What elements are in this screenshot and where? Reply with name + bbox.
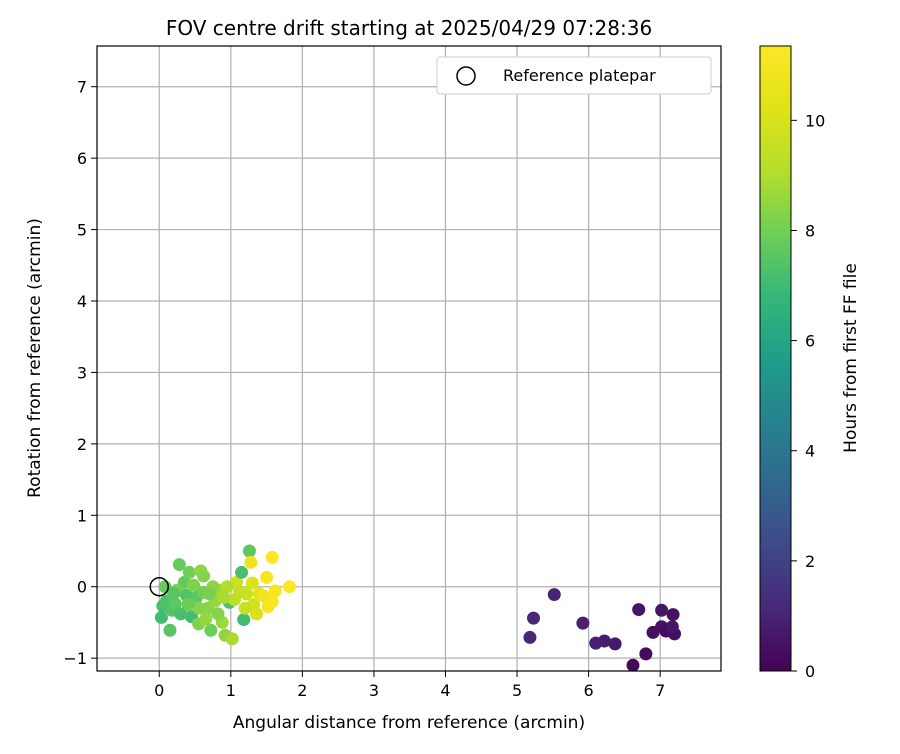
y-tick-label: 0	[77, 578, 87, 597]
data-point	[235, 565, 249, 579]
x-axis-ticks: 0 1 2 3 4 5 6 7	[154, 671, 665, 700]
plot-frame	[96, 45, 722, 672]
data-point	[268, 584, 282, 598]
data-point	[639, 647, 653, 661]
data-point	[626, 658, 640, 671]
data-point	[250, 607, 264, 621]
data-point	[172, 558, 186, 572]
y-tick-label: −1	[63, 649, 87, 668]
data-point	[220, 580, 234, 594]
data-point	[199, 612, 213, 626]
data-point	[154, 610, 168, 624]
x-tick-label: 5	[512, 681, 522, 700]
legend-reference-marker	[456, 66, 476, 86]
data-point	[665, 620, 679, 634]
colorbar-tick-label: 4	[805, 442, 815, 461]
y-tick-label: 1	[77, 506, 87, 525]
data-point	[225, 632, 239, 646]
data-point	[163, 623, 177, 637]
data-point	[238, 601, 252, 615]
data-point	[527, 611, 541, 625]
data-point	[547, 588, 561, 602]
legend-box	[436, 56, 712, 95]
chart-title: FOV centre drift starting at 2025/04/29 …	[166, 16, 652, 40]
data-point	[237, 613, 251, 627]
x-tick-label: 0	[154, 681, 164, 700]
data-point	[182, 565, 196, 579]
data-point	[167, 587, 181, 601]
data-point	[202, 587, 216, 601]
y-tick-label: 4	[77, 292, 87, 311]
y-tick-label: 3	[77, 363, 87, 382]
colorbar-ticks: 0 2 4 6 8 10	[791, 111, 825, 681]
colorbar-label: Hours from first FF file	[841, 263, 861, 453]
data-point	[174, 607, 188, 621]
reference-platepar-marker	[149, 576, 170, 597]
data-point	[523, 630, 537, 644]
data-point	[632, 603, 646, 617]
y-tick-label: 7	[77, 78, 87, 97]
x-tick-label: 2	[297, 681, 307, 700]
data-point	[655, 603, 669, 617]
y-tick-label: 6	[77, 149, 87, 168]
data-point	[192, 601, 206, 615]
colorbar-tick-label: 6	[805, 332, 815, 351]
data-point	[197, 569, 211, 583]
data-point	[666, 608, 680, 622]
x-axis-label: Angular distance from reference (arcmin)	[233, 713, 585, 733]
data-point	[589, 636, 603, 650]
data-point	[260, 570, 274, 584]
data-point	[608, 637, 622, 651]
data-point	[211, 607, 225, 621]
y-axis-ticks: −1 0 1 2 3 4 5 6 7	[63, 78, 97, 668]
data-points	[154, 544, 681, 671]
data-point	[244, 555, 258, 569]
x-tick-label: 1	[226, 681, 236, 700]
colorbar: 0 2 4 6 8 10 Hours from first FF file	[759, 45, 861, 681]
data-point	[204, 623, 218, 637]
data-point	[245, 576, 259, 590]
data-point	[576, 616, 590, 630]
colorbar-tick-label: 2	[805, 552, 815, 571]
legend: Reference platepar	[436, 56, 712, 95]
x-tick-label: 6	[584, 681, 594, 700]
data-point	[232, 585, 246, 599]
data-point	[265, 550, 279, 564]
colorbar-tick-label: 10	[805, 111, 825, 130]
colorbar-gradient	[759, 45, 792, 672]
grid-lines	[97, 46, 721, 671]
x-tick-label: 3	[369, 681, 379, 700]
data-point	[187, 578, 201, 592]
x-tick-label: 7	[655, 681, 665, 700]
data-point	[181, 598, 195, 612]
data-point	[242, 544, 256, 558]
y-axis-label: Rotation from reference (arcmin)	[25, 218, 45, 498]
colorbar-tick-label: 0	[805, 662, 815, 681]
data-point	[217, 590, 231, 604]
y-tick-label: 5	[77, 221, 87, 240]
data-point	[282, 580, 296, 594]
y-tick-label: 2	[77, 435, 87, 454]
legend-reference-label: Reference platepar	[503, 66, 656, 85]
x-tick-label: 4	[440, 681, 450, 700]
data-point	[168, 597, 182, 611]
colorbar-tick-label: 8	[805, 221, 815, 240]
data-point	[265, 595, 279, 609]
